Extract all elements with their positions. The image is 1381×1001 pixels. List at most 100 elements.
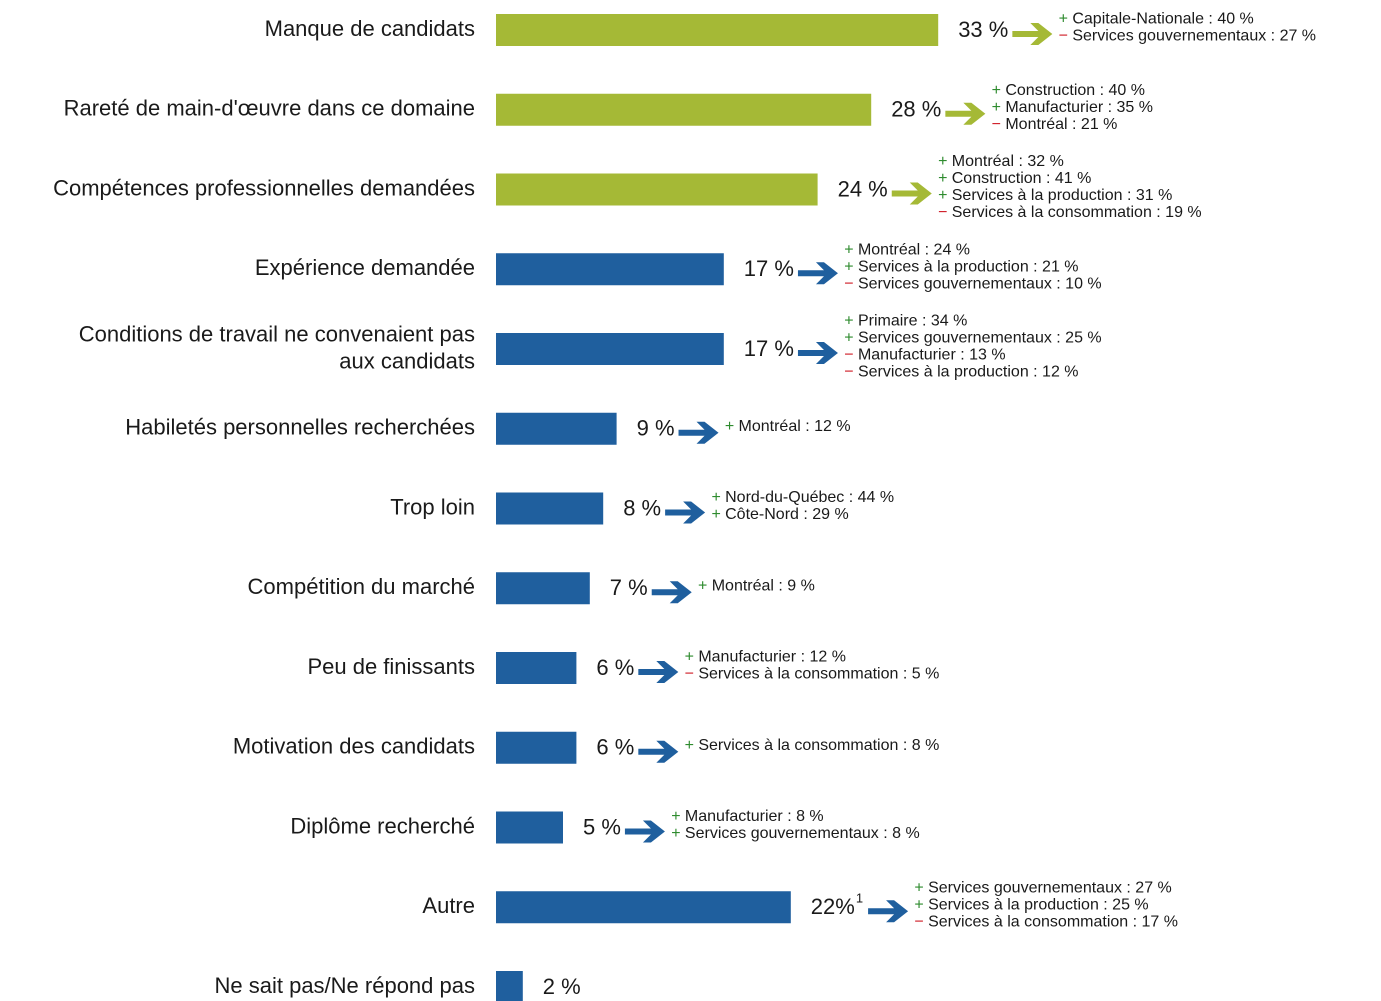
callout-sign: + <box>914 896 923 913</box>
category-label: Manque de candidats <box>265 16 475 41</box>
category-label: Compétences professionnelles demandées <box>53 175 475 200</box>
callout-sign: + <box>992 82 1001 99</box>
callout-sign: − <box>844 347 853 364</box>
callout-text: Manufacturier : 13 % <box>858 347 1006 364</box>
category-label: Motivation des candidats <box>233 734 475 759</box>
callout-sign: − <box>938 204 947 221</box>
callout-text: Montréal : 12 % <box>739 418 851 435</box>
value-label: 33 % <box>958 17 1008 42</box>
arrow <box>665 501 706 524</box>
callout-sign: + <box>938 170 947 187</box>
callout-sign: − <box>844 275 853 292</box>
arrow <box>868 900 909 923</box>
callout-text: Services à la consommation : 19 % <box>952 204 1202 221</box>
arrow <box>945 102 986 125</box>
callout-text: Services gouvernementaux : 10 % <box>858 275 1102 292</box>
callout-sign: + <box>1059 11 1068 28</box>
callout-text: Construction : 41 % <box>952 170 1092 187</box>
category-label: Diplôme recherché <box>290 813 475 838</box>
callout-sign: + <box>844 258 853 275</box>
arrow <box>891 182 932 205</box>
bar <box>496 572 590 605</box>
value-label: 17 % <box>744 336 794 361</box>
bar <box>496 891 791 924</box>
category-label: Rareté de main-d'œuvre dans ce domaine <box>64 96 475 121</box>
value-label: 9 % <box>637 416 675 441</box>
callout-text: Services à la production : 25 % <box>928 896 1149 913</box>
callout-sign: + <box>844 241 853 258</box>
category-label: Habiletés personnelles recherchées <box>125 415 475 440</box>
callout-sign: + <box>685 649 694 666</box>
callout-text: Services gouvernementaux : 27 % <box>1072 28 1316 45</box>
callout-text: Manufacturier : 12 % <box>698 649 846 666</box>
bar <box>496 173 818 206</box>
callout-text: Services à la production : 12 % <box>858 364 1079 381</box>
callout-sign: + <box>938 187 947 204</box>
callout-sign: + <box>844 330 853 347</box>
callout-text: Côte-Nord : 29 % <box>725 506 849 523</box>
callout-text: Manufacturier : 8 % <box>685 808 824 825</box>
callout-sign: + <box>938 153 947 170</box>
callout-text: Manufacturier : 35 % <box>1005 99 1153 116</box>
callout-sign: − <box>1059 28 1068 45</box>
callout-sign: − <box>914 913 923 930</box>
bar <box>496 14 939 46</box>
value-label: 24 % <box>838 176 888 201</box>
callout-text: Montréal : 24 % <box>858 241 970 258</box>
bar <box>496 971 523 1001</box>
value-label: 6 % <box>596 655 634 680</box>
arrow <box>1012 23 1053 45</box>
category-label: Trop loin <box>390 494 475 519</box>
arrow <box>678 421 719 444</box>
value-label: 17 % <box>744 256 794 281</box>
arrow <box>797 342 838 364</box>
value-label: 22% <box>811 894 855 919</box>
arrow <box>638 740 679 763</box>
callout-text: Services à la consommation : 5 % <box>698 666 939 683</box>
callout-text: Services gouvernementaux : 8 % <box>685 825 920 842</box>
category-label: Expérience demandée <box>255 255 475 280</box>
bar <box>496 731 577 764</box>
category-label: Autre <box>422 893 475 918</box>
callout-text: Primaire : 34 % <box>858 313 967 330</box>
category-label: Peu de finissants <box>307 654 475 679</box>
callout-sign: − <box>844 364 853 381</box>
value-label: 7 % <box>610 575 648 600</box>
callout-text: Capitale-Nationale : 40 % <box>1072 11 1253 28</box>
callout-text: Montréal : 21 % <box>1005 116 1117 133</box>
callout-text: Construction : 40 % <box>1005 82 1145 99</box>
callout-sign: + <box>711 489 720 506</box>
callout-sign: + <box>685 737 694 754</box>
value-label: 8 % <box>623 495 661 520</box>
arrow <box>797 262 838 285</box>
callout-sign: + <box>711 506 720 523</box>
bar <box>496 492 604 525</box>
callout-sign: + <box>844 313 853 330</box>
value-label: 5 % <box>583 814 621 839</box>
callout-text: Services gouvernementaux : 27 % <box>928 879 1172 896</box>
value-label: 28 % <box>891 97 941 122</box>
callout-sign: + <box>725 418 734 435</box>
bar <box>496 811 563 844</box>
bar <box>496 412 617 445</box>
callout-sign: + <box>671 808 680 825</box>
callout-sign: − <box>992 116 1001 133</box>
callout-text: Services à la production : 21 % <box>858 258 1079 275</box>
callout-text: Montréal : 32 % <box>952 153 1064 170</box>
callout-text: Services à la consommation : 17 % <box>928 913 1178 930</box>
category-label: Conditions de travail ne convenaient pas… <box>79 321 475 373</box>
callout-text: Services gouvernementaux : 25 % <box>858 330 1102 347</box>
footnote-mark: 1 <box>856 891 863 906</box>
bar <box>496 93 872 126</box>
category-label: Ne sait pas/Ne répond pas <box>215 973 476 998</box>
arrow <box>624 820 665 843</box>
callout-sign: + <box>698 577 707 594</box>
value-label: 2 % <box>543 974 581 999</box>
bar <box>496 333 724 365</box>
callout-text: Nord-du-Québec : 44 % <box>725 489 894 506</box>
callout-sign: − <box>685 666 694 683</box>
arrow <box>638 661 679 683</box>
callout-text: Services à la production : 31 % <box>952 187 1173 204</box>
callout-sign: + <box>671 825 680 842</box>
